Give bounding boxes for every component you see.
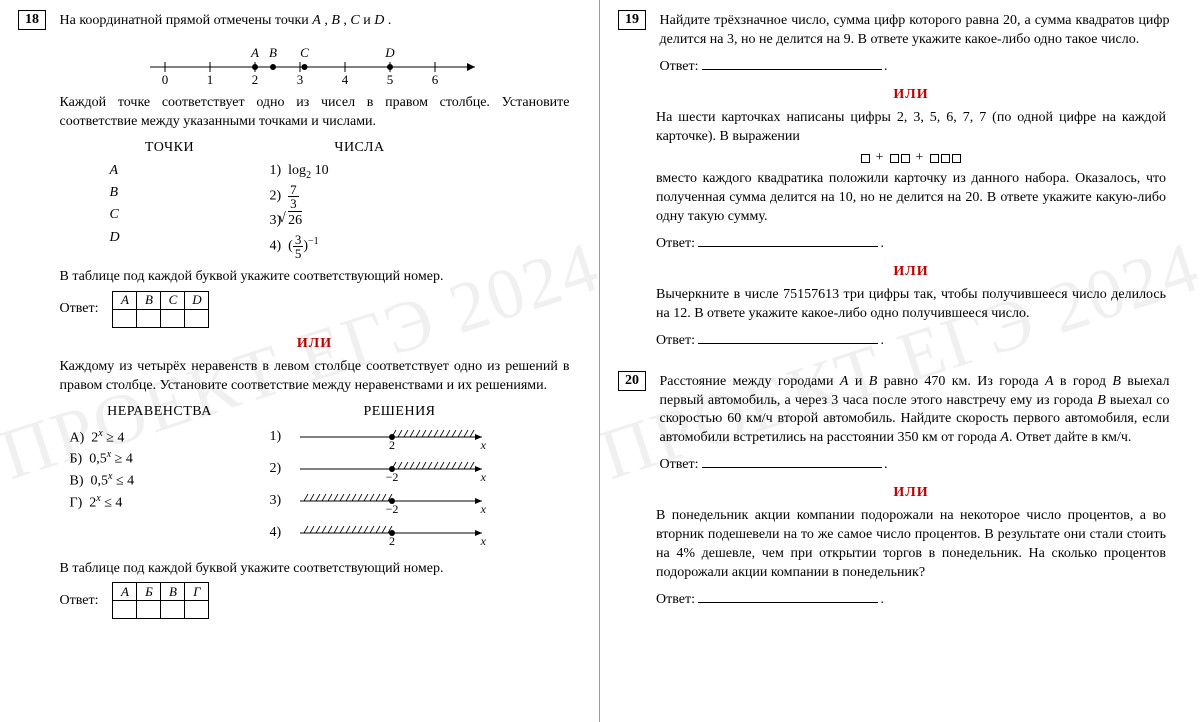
task18-para2: Каждой точке соответствует одно из чисел… [60, 94, 570, 132]
svg-text:4: 4 [341, 72, 348, 85]
ili-separator: ИЛИ [656, 485, 1166, 501]
svg-text:1: 1 [206, 72, 213, 85]
answer-line-20: Ответ: . [660, 454, 1170, 475]
ineq-title: НЕРАВЕНСТВА [70, 404, 250, 420]
task19-text: Найдите трёхзначное число, сумма цифр ко… [660, 12, 1170, 50]
svg-text:−2: −2 [385, 470, 398, 482]
numbers-title: ЧИСЛА [270, 140, 450, 156]
svg-text:−2: −2 [385, 502, 398, 514]
ineq-a: А) 2x ≥ 4 [70, 428, 250, 447]
svg-text:0: 0 [161, 72, 168, 85]
solution-row: 3) −2 x [270, 488, 530, 514]
ili-separator: ИЛИ [656, 87, 1166, 103]
page-left: ПРОЕКТ ЕГЭ 2024 18 На координатной прямо… [0, 0, 600, 722]
ili-separator: ИЛИ [656, 264, 1166, 280]
answer-row-2: Ответ: АБВГ [60, 582, 570, 619]
solution-row: 1) 2 x [270, 424, 530, 450]
task-number-box: 20 [618, 371, 646, 391]
page-right: ПРОЕКТ ЕГЭ 2024 19 Найдите трёхзначное ч… [600, 0, 1200, 722]
svg-text:C: C [300, 45, 309, 60]
task-number-box: 19 [618, 10, 646, 30]
task18-table-hint: В таблице под каждой буквой укажите соот… [60, 268, 570, 287]
svg-text:x: x [479, 470, 486, 482]
points-title: ТОЧКИ [110, 140, 230, 156]
ineq-v: В) 0,5x ≤ 4 [70, 471, 250, 490]
ineq-sol-columns: НЕРАВЕНСТВА А) 2x ≥ 4 Б) 0,5x ≥ 4 В) 0,5… [70, 404, 570, 552]
sol-list: 1) 2 x 2) −2 x 3) − [270, 424, 530, 546]
task20-alt-text: В понедельник акции компании подорожали … [656, 507, 1166, 583]
number-line-figure: 0 1 2 3 4 5 6 AB C D [60, 35, 570, 90]
answer-label: Ответ: [60, 593, 99, 609]
num-option-4: 4) (35)−1 [270, 233, 450, 260]
point-d: D [110, 227, 230, 249]
answer-row-1: Ответ: ABCD [60, 291, 570, 328]
svg-text:x: x [479, 438, 486, 450]
squares-expression: + + [656, 150, 1166, 166]
task19-alt1-p1: На шести карточках написаны цифры 2, 3, … [656, 109, 1166, 147]
svg-text:2: 2 [389, 438, 395, 450]
ili-separator: ИЛИ [60, 336, 570, 352]
task-number-box: 18 [18, 10, 46, 30]
solution-row: 2) −2 x [270, 456, 530, 482]
ineq-b: Б) 0,5x ≥ 4 [70, 449, 250, 468]
numbers-list: 1) log2 10 2) 73 3) 26√ 4) (35)−1 [270, 160, 450, 260]
svg-text:A: A [250, 45, 259, 60]
svg-text:x: x [479, 502, 486, 514]
svg-text:3: 3 [296, 72, 303, 85]
svg-text:2: 2 [389, 534, 395, 546]
svg-text:5: 5 [386, 72, 393, 85]
svg-text:x: x [479, 534, 486, 546]
task-20: 20 Расстояние между городами A и B равно… [618, 371, 1172, 477]
answer-line-20b: Ответ: . [656, 589, 1166, 610]
task-19: 19 Найдите трёхзначное число, сумма цифр… [618, 10, 1172, 79]
task18-table2-hint: В таблице под каждой буквой укажите соот… [60, 560, 570, 579]
task19-alt1-p2: вместо каждого квадратика положили карто… [656, 170, 1166, 227]
task20-alt-block: ИЛИ В понедельник акции компании подорож… [656, 477, 1166, 611]
sol-title: РЕШЕНИЯ [270, 404, 530, 420]
points-list: A B C D [110, 160, 230, 250]
num-option-1: 1) log2 10 [270, 160, 450, 184]
task-18: 18 На координатной прямой отмечены точки… [18, 10, 571, 619]
point-c: C [110, 204, 230, 226]
task19-alt2-block: ИЛИ Вычеркните в числе 75157613 три цифр… [656, 256, 1166, 353]
task18-intro: На координатной прямой отмечены точки A … [60, 12, 570, 31]
answer-line-19: Ответ: . [660, 56, 1170, 77]
solution-row: 4) 2 x [270, 520, 530, 546]
answer-table-1: ABCD [112, 291, 209, 328]
answer-label: Ответ: [60, 301, 99, 317]
task19-alt2-text: Вычеркните в числе 75157613 три цифры та… [656, 286, 1166, 324]
answer-line-19c: Ответ: . [656, 330, 1166, 351]
svg-text:D: D [384, 45, 395, 60]
answer-table-2: АБВГ [112, 582, 209, 619]
task19-alt1-block: ИЛИ На шести карточках написаны цифры 2,… [656, 79, 1166, 256]
task18-alt-intro: Каждому из четырёх неравенств в левом ст… [60, 358, 570, 396]
svg-text:B: B [269, 45, 277, 60]
task20-text: Расстояние между городами A и B равно 47… [660, 373, 1170, 449]
points-numbers-columns: ТОЧКИ A B C D ЧИСЛА 1) log2 10 2) 73 3) … [110, 140, 570, 260]
point-b: B [110, 182, 230, 204]
point-a: A [110, 160, 230, 182]
svg-text:6: 6 [431, 72, 438, 85]
ineq-g: Г) 2x ≤ 4 [70, 493, 250, 512]
num-option-2: 2) 73 [270, 183, 450, 210]
svg-text:2: 2 [251, 72, 258, 85]
num-option-3: 3) 26√ [270, 210, 450, 232]
ineq-list: А) 2x ≥ 4 Б) 0,5x ≥ 4 В) 0,5x ≤ 4 Г) 2x … [70, 428, 250, 512]
answer-line-19b: Ответ: . [656, 233, 1166, 254]
